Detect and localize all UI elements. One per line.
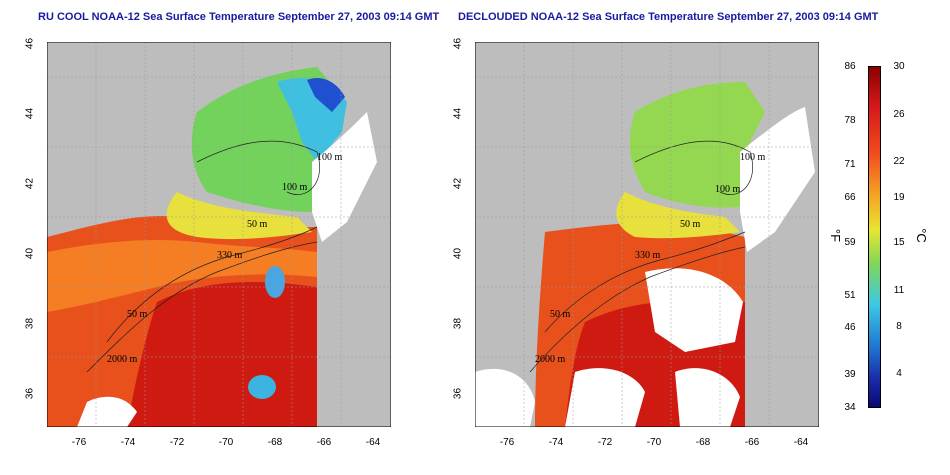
y-tick-right: 44: [452, 107, 464, 120]
fahrenheit-unit-label: °F: [828, 228, 844, 243]
x-tick-right: -70: [646, 437, 662, 448]
x-tick-left: -64: [365, 437, 381, 448]
fahrenheit-tick: 86: [844, 61, 856, 72]
y-tick-right: 36: [452, 387, 464, 400]
x-tick-right: -64: [793, 437, 809, 448]
y-tick-left: 36: [24, 387, 36, 400]
x-tick-right: -68: [695, 437, 711, 448]
cloud-patch: [77, 396, 137, 427]
x-tick-left: -66: [316, 437, 332, 448]
y-tick-right: 46: [452, 37, 464, 50]
contour-label: 50 m: [127, 309, 148, 320]
fahrenheit-tick: 78: [844, 115, 856, 126]
y-tick-right: 38: [452, 317, 464, 330]
x-tick-left: -68: [267, 437, 283, 448]
celsius-tick: 19: [893, 192, 905, 203]
contour-label: 2000 m: [535, 354, 566, 365]
contour-label: 330 m: [635, 250, 661, 261]
fahrenheit-tick: 66: [844, 192, 856, 203]
y-tick-left: 46: [24, 37, 36, 50]
celsius-tick: 4: [896, 368, 902, 379]
cloud-masked-area: [740, 107, 815, 252]
x-tick-left: -76: [71, 437, 87, 448]
fahrenheit-tick: 34: [844, 402, 856, 413]
cloud-masked-area: [475, 368, 535, 427]
x-tick-right: -74: [548, 437, 564, 448]
cloud-patch: [312, 112, 377, 242]
bathymetry-contour: [86, 241, 318, 373]
shelf-yellow: [616, 192, 740, 239]
shelf-yellow: [166, 192, 312, 240]
contour-label: 100 m: [715, 184, 741, 195]
cloud-masked-area: [645, 268, 743, 352]
x-tick-right: -76: [499, 437, 515, 448]
fahrenheit-tick: 71: [844, 159, 856, 170]
contour-label: 2000 m: [107, 354, 138, 365]
bathymetry-contour: [106, 226, 318, 343]
celsius-tick: 26: [893, 109, 905, 120]
cold-eddy: [248, 375, 276, 399]
declouded-sst-map: 100 m 100 m 50 m 330 m 50 m 2000 m: [475, 42, 819, 427]
x-tick-left: -70: [218, 437, 234, 448]
contour-label: 100 m: [317, 152, 343, 163]
contour-label: 100 m: [740, 152, 766, 163]
bathymetry-contour: [544, 231, 746, 333]
fahrenheit-tick: 51: [844, 290, 856, 301]
y-tick-right: 40: [452, 247, 464, 260]
cold-water-blue: [307, 77, 345, 112]
raw-sst-map: 100 m 100 m 50 m 330 m 50 m 2000 m: [47, 42, 391, 427]
graticule: [475, 42, 819, 427]
fahrenheit-tick: 59: [844, 237, 856, 248]
celsius-tick: 15: [893, 237, 905, 248]
celsius-tick: 8: [896, 321, 902, 332]
y-tick-left: 42: [24, 177, 36, 190]
gulf-of-maine-green: [629, 82, 765, 208]
y-tick-left: 44: [24, 107, 36, 120]
celsius-tick: 22: [893, 156, 905, 167]
contour-label: 50 m: [550, 309, 571, 320]
celsius-tick: 11: [893, 285, 905, 296]
right-map-title: DECLOUDED NOAA-12 Sea Surface Temperatur…: [458, 11, 879, 23]
celsius-unit-label: °C: [913, 228, 929, 243]
cloud-masked-area: [675, 368, 740, 427]
fahrenheit-tick: 39: [844, 369, 856, 380]
x-tick-left: -74: [120, 437, 136, 448]
x-tick-left: -72: [169, 437, 185, 448]
left-map-title: RU COOL NOAA-12 Sea Surface Temperature …: [38, 11, 440, 23]
cold-eddy: [265, 266, 285, 298]
fahrenheit-tick: 46: [844, 322, 856, 333]
x-tick-right: -66: [744, 437, 760, 448]
bathymetry-contour: [196, 140, 320, 195]
bathymetry-contour: [634, 140, 753, 195]
celsius-tick: 30: [893, 61, 905, 72]
y-tick-right: 42: [452, 177, 464, 190]
contour-label: 50 m: [680, 219, 701, 230]
contour-label: 330 m: [217, 250, 243, 261]
graticule: [47, 42, 391, 427]
bathymetry-contour: [529, 246, 746, 373]
y-tick-left: 40: [24, 247, 36, 260]
x-tick-right: -72: [597, 437, 613, 448]
y-tick-left: 38: [24, 317, 36, 330]
temperature-colorbar: [868, 66, 881, 408]
cloud-masked-area: [565, 368, 645, 427]
contour-label: 100 m: [282, 182, 308, 193]
contour-label: 50 m: [247, 219, 268, 230]
